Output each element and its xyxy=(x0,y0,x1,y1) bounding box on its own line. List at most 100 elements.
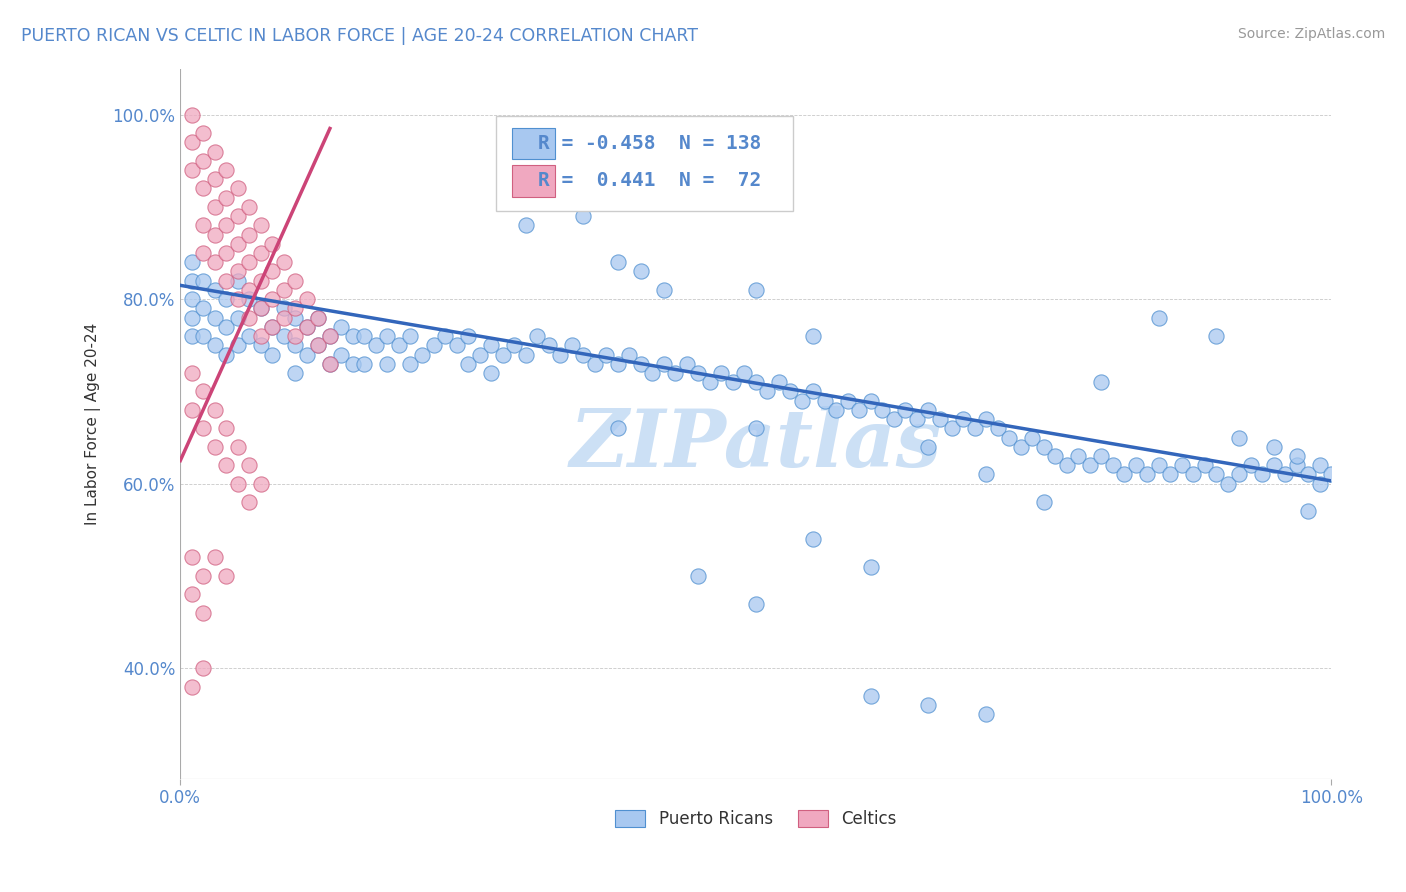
Point xyxy=(330,347,353,361)
Point xyxy=(180,136,202,150)
Point xyxy=(399,329,422,343)
Point xyxy=(377,357,399,371)
Point xyxy=(619,347,641,361)
Point xyxy=(515,347,537,361)
Point xyxy=(1227,431,1250,445)
Point xyxy=(537,338,560,352)
Point xyxy=(295,319,318,334)
Point xyxy=(193,274,215,288)
Point xyxy=(215,274,238,288)
Point xyxy=(273,301,295,316)
Point xyxy=(262,292,284,306)
Point xyxy=(399,357,422,371)
Point xyxy=(1114,467,1136,482)
Point xyxy=(193,606,215,620)
Point xyxy=(825,403,848,417)
Point xyxy=(193,329,215,343)
Point xyxy=(1067,449,1090,463)
Point xyxy=(963,421,986,435)
Point xyxy=(630,357,652,371)
Point xyxy=(226,440,249,454)
Point xyxy=(250,301,273,316)
Point xyxy=(193,246,215,260)
Point xyxy=(952,412,974,426)
Point xyxy=(457,357,479,371)
Point xyxy=(262,264,284,278)
Point xyxy=(515,219,537,233)
Point xyxy=(180,403,202,417)
Point xyxy=(1032,495,1054,509)
Point xyxy=(226,264,249,278)
Point xyxy=(284,301,307,316)
Point xyxy=(319,329,342,343)
Point xyxy=(238,227,260,242)
Point xyxy=(917,698,939,712)
Point xyxy=(193,384,215,399)
Point xyxy=(262,236,284,251)
Point xyxy=(204,172,226,186)
Point xyxy=(215,319,238,334)
Point xyxy=(688,366,710,380)
Point xyxy=(1309,458,1331,473)
Point xyxy=(479,366,502,380)
Point xyxy=(814,393,837,408)
Point xyxy=(250,246,273,260)
Point xyxy=(974,707,997,722)
Point xyxy=(987,421,1010,435)
Y-axis label: In Labor Force | Age 20-24: In Labor Force | Age 20-24 xyxy=(86,323,101,524)
Point xyxy=(526,329,548,343)
Point xyxy=(295,292,318,306)
Text: PUERTO RICAN VS CELTIC IN LABOR FORCE | AGE 20-24 CORRELATION CHART: PUERTO RICAN VS CELTIC IN LABOR FORCE | … xyxy=(21,27,699,45)
Point xyxy=(307,310,329,325)
Point xyxy=(1170,458,1192,473)
Point xyxy=(262,347,284,361)
Point xyxy=(675,357,697,371)
Point xyxy=(664,366,686,380)
Point xyxy=(803,532,825,546)
Point xyxy=(641,366,664,380)
Text: R = -0.458  N = 138: R = -0.458 N = 138 xyxy=(537,134,761,153)
Point xyxy=(180,366,202,380)
Point xyxy=(721,375,744,389)
Point xyxy=(180,108,202,122)
Point xyxy=(238,200,260,214)
Point xyxy=(250,301,273,316)
Point xyxy=(250,338,273,352)
Point xyxy=(1090,375,1112,389)
Point xyxy=(307,338,329,352)
Point xyxy=(652,357,675,371)
Point xyxy=(468,347,491,361)
Point xyxy=(1182,467,1205,482)
Point xyxy=(226,209,249,223)
Point xyxy=(1090,449,1112,463)
Point xyxy=(284,338,307,352)
Point xyxy=(1227,467,1250,482)
Point xyxy=(319,357,342,371)
Point xyxy=(572,209,595,223)
Point xyxy=(710,366,733,380)
Point xyxy=(250,219,273,233)
Point xyxy=(595,347,617,361)
Point xyxy=(238,495,260,509)
Point xyxy=(250,476,273,491)
Point xyxy=(226,310,249,325)
Point xyxy=(974,412,997,426)
Point xyxy=(803,384,825,399)
Point xyxy=(745,375,768,389)
Point xyxy=(238,283,260,297)
Point xyxy=(180,550,202,565)
Point xyxy=(215,458,238,473)
Point xyxy=(1101,458,1123,473)
Point xyxy=(1205,329,1227,343)
Point xyxy=(745,597,768,611)
Point xyxy=(917,440,939,454)
Point xyxy=(859,393,882,408)
Point xyxy=(204,283,226,297)
Point xyxy=(204,145,226,159)
Point xyxy=(215,569,238,583)
Point xyxy=(1021,431,1043,445)
Point xyxy=(215,219,238,233)
Point xyxy=(238,310,260,325)
Point xyxy=(273,283,295,297)
Point xyxy=(1263,440,1285,454)
